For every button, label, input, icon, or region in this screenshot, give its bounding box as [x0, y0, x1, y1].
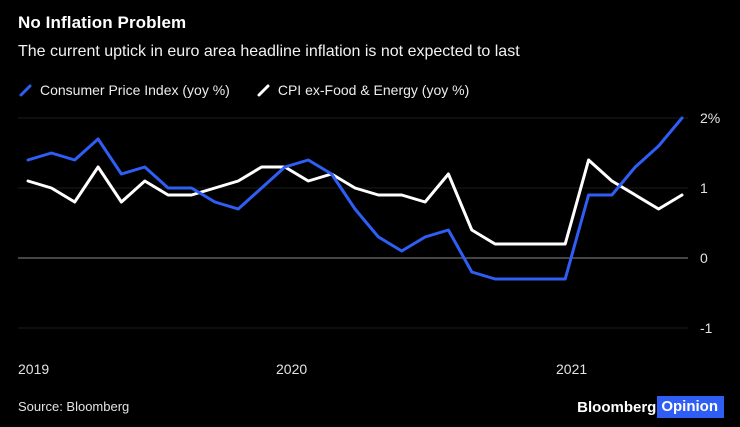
cpi-line	[26, 116, 684, 281]
x-axis-label-2021: 2021	[556, 361, 588, 377]
legend-item-cpi: Consumer Price Index (yoy %)	[18, 82, 230, 98]
x-axis-label-2020: 2020	[276, 361, 308, 377]
y-axis-label-2: 2%	[700, 110, 721, 126]
core-cpi-line	[26, 158, 684, 246]
legend-item-core-cpi: CPI ex-Food & Energy (yoy %)	[256, 82, 469, 98]
chart-title: No Inflation Problem	[18, 13, 187, 32]
cpi-slash-line	[19, 84, 32, 96]
core-cpi-slash-line	[257, 84, 270, 96]
legend-label-core-cpi: CPI ex-Food & Energy (yoy %)	[277, 82, 470, 98]
core-cpi-slash-icon	[257, 84, 270, 96]
logo-bloomberg-text: Bloomberg	[577, 398, 657, 416]
y-axis-label-0: 0	[700, 250, 708, 266]
cpi-slash-icon	[19, 84, 32, 96]
x-axis-label-2019: 2019	[18, 361, 50, 377]
y-axis-label-neg1: -1	[700, 320, 713, 336]
chart-canvas	[18, 116, 688, 329]
chart-subtitle: The current uptick in euro area headline…	[18, 43, 520, 60]
y-axis-label-1: 1	[700, 180, 708, 196]
bloomberg-opinion-logo: Bloomberg Opinion	[577, 396, 724, 418]
legend-label-cpi: Consumer Price Index (yoy %)	[40, 82, 230, 98]
legend: Consumer Price Index (yoy %) CPI ex-Food…	[18, 82, 469, 98]
source-attribution: Source: Bloomberg	[18, 399, 130, 414]
logo-opinion-text: Opinion	[657, 396, 724, 418]
